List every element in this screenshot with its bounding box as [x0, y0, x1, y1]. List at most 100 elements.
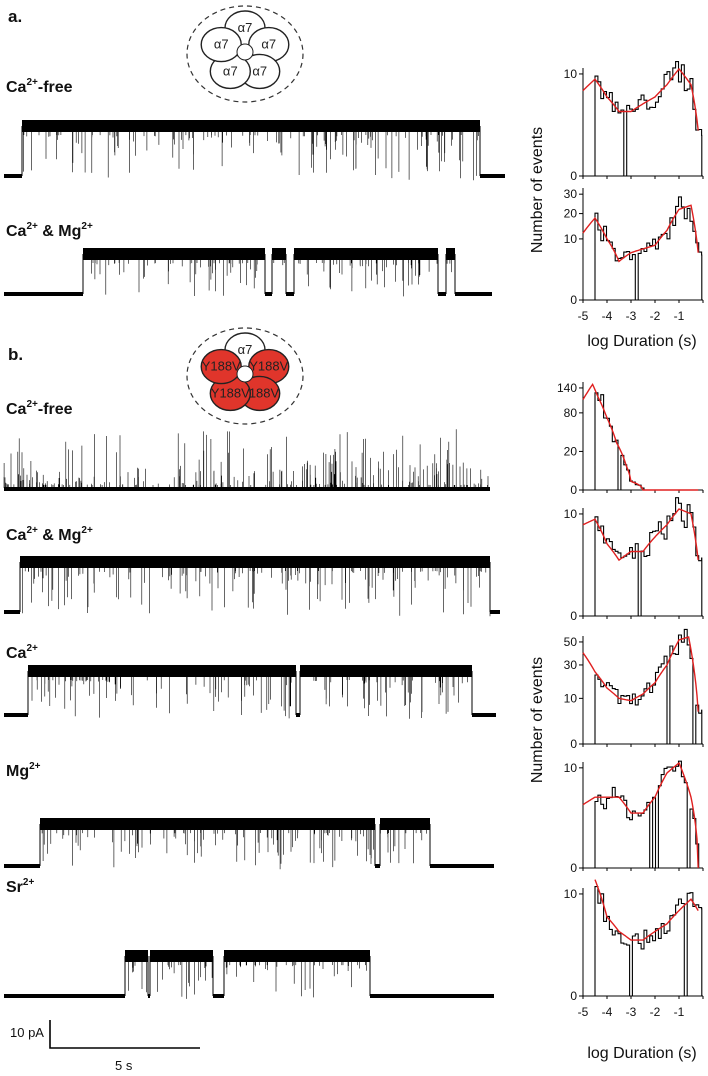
- fit-curve: [582, 761, 699, 869]
- x-tick-label: -5: [578, 1005, 589, 1019]
- y-tick-label: 0: [570, 861, 577, 875]
- subunit-label: Y188V: [249, 359, 288, 374]
- fit-curve: [582, 636, 699, 712]
- trace-closed-band: [490, 610, 500, 614]
- histogram: 0 10: [564, 760, 704, 875]
- y-tick-label: 10: [564, 507, 578, 521]
- trace-closed-band: [4, 610, 20, 614]
- y-tick-label: 0: [570, 483, 577, 497]
- trace-closed-band: [4, 487, 490, 491]
- trace-closed-band: [213, 994, 224, 998]
- subunit-label: α7: [238, 20, 253, 35]
- fit-curve: [582, 383, 699, 491]
- trace-open-band: [224, 950, 370, 962]
- x-tick-label: -1: [674, 1005, 685, 1019]
- trace: [4, 556, 500, 617]
- trace-closed-band: [430, 864, 494, 868]
- y-tick-label: 0: [570, 169, 577, 183]
- trace-open-band: [294, 248, 438, 260]
- trace-spikes: [3, 429, 489, 488]
- y-tick-label: 20: [564, 207, 578, 221]
- membrane-outline: [186, 327, 304, 425]
- row-label: Sr2+: [6, 877, 34, 896]
- histogram: 0 10: [564, 497, 704, 623]
- y-tick-label: 10: [564, 691, 578, 705]
- subunit-label: Y188V: [202, 359, 241, 374]
- fit-curve: [582, 204, 699, 263]
- membrane-outline: [186, 5, 304, 103]
- fit-curve: [582, 508, 699, 562]
- y-tick-label: 80: [564, 406, 578, 420]
- trace-open-band: [83, 248, 265, 260]
- trace-spikes: [22, 567, 491, 617]
- trace-open-band: [300, 665, 472, 677]
- histogram-bars: [594, 497, 703, 617]
- dwell-time-histograms: 0 10 0 10 20 30 0 20 80 140 0 10 0 10 30 50 0 10 0 10 -5 -4 -3…: [557, 61, 704, 1019]
- current-traces: [3, 120, 505, 999]
- y-tick-label: 10: [564, 232, 578, 246]
- trace: [4, 248, 492, 297]
- histogram-bars: [594, 760, 702, 869]
- trace-spikes: [39, 829, 427, 870]
- scale-bar: 10 pA 5 s: [10, 1020, 200, 1073]
- y-tick-label: 0: [570, 609, 577, 623]
- panel-b-letter: b.: [8, 345, 23, 364]
- x-tick-label: -2: [650, 309, 661, 323]
- row-label: Ca2+: [6, 643, 38, 662]
- trace: [4, 120, 505, 181]
- x-tick-label: -3: [626, 309, 637, 323]
- x-tick-label: -1: [674, 309, 685, 323]
- histogram: 0 20 80 140: [557, 381, 704, 497]
- panel-a-letter: a.: [8, 7, 22, 26]
- histogram-bars: [594, 886, 703, 997]
- histogram-bars: [594, 196, 703, 301]
- subunit-label: α7: [238, 342, 253, 357]
- x-tick-label: -3: [626, 1005, 637, 1019]
- histogram: 0 10: [564, 61, 704, 183]
- row-label: Mg2+: [6, 761, 41, 780]
- y-tick-label: 10: [564, 67, 578, 81]
- trace-closed-band: [370, 994, 494, 998]
- trace-closed-band: [4, 994, 125, 998]
- trace-open-band: [272, 248, 286, 260]
- trace: [4, 950, 494, 999]
- y-axis-label-b: Number of events: [529, 657, 546, 783]
- trace-closed-band: [148, 994, 150, 998]
- trace-open-band: [125, 950, 148, 962]
- histogram: 0 10 30 50: [564, 628, 704, 751]
- y-tick-label: 30: [564, 658, 578, 672]
- trace: [4, 665, 496, 719]
- trace-open-band: [22, 120, 480, 132]
- pore: [236, 365, 254, 383]
- trace: [4, 818, 494, 870]
- histogram-bars: [594, 392, 702, 491]
- histogram: 0 10: [564, 879, 704, 1003]
- trace-spikes: [31, 676, 468, 719]
- current-scale-label: 10 pA: [10, 1025, 44, 1040]
- y-tick-label: 0: [570, 989, 577, 1003]
- trace-open-band: [380, 818, 430, 830]
- y-axis-label-a: Number of events: [529, 127, 546, 253]
- x-tick-label: -4: [602, 309, 613, 323]
- receptor-diagram-wildtype: α7 α7 α7 α7 α7: [186, 5, 304, 103]
- trace-closed-band: [4, 713, 28, 717]
- trace-closed-band: [4, 864, 40, 868]
- trace-closed-band: [4, 292, 83, 296]
- trace-open-band: [150, 950, 213, 962]
- subunit-label: α7: [252, 63, 267, 78]
- trace-open-band: [446, 248, 455, 260]
- x-tick-label: -4: [602, 1005, 613, 1019]
- fit-curve: [594, 879, 699, 941]
- y-tick-label: 0: [570, 737, 577, 751]
- time-scale-label: 5 s: [115, 1058, 133, 1073]
- x-axis-label-b: log Duration (s): [587, 1045, 696, 1062]
- row-label: Ca2+ & Mg2+: [6, 525, 93, 544]
- trace: [3, 429, 490, 491]
- trace-spikes: [128, 961, 367, 999]
- y-tick-label: 0: [570, 293, 577, 307]
- x-tick-label: -2: [650, 1005, 661, 1019]
- histogram-bars: [594, 628, 703, 745]
- histogram: 0 10 20 30: [564, 187, 704, 307]
